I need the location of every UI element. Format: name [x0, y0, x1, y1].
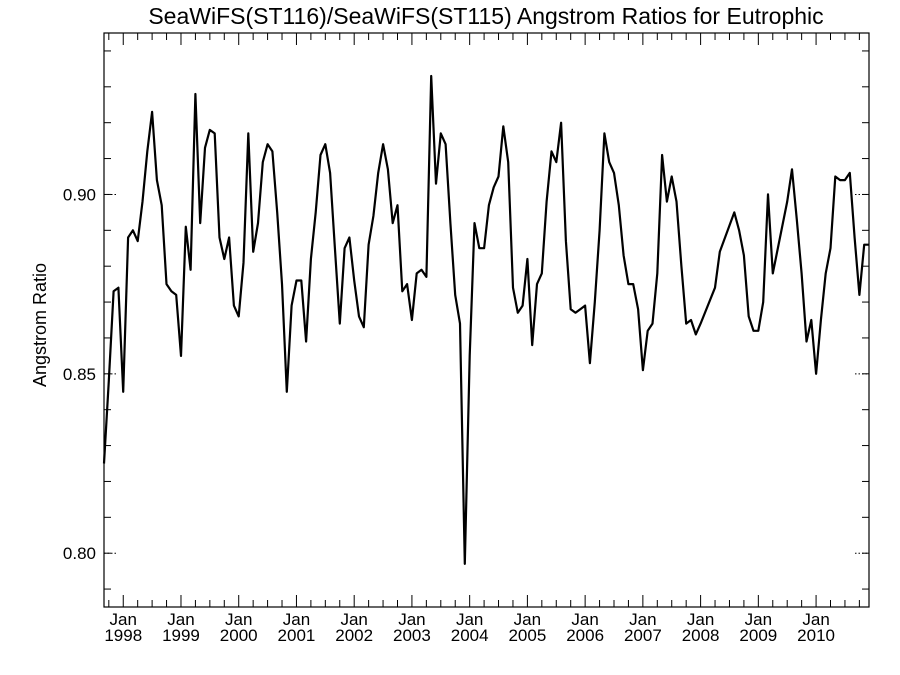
x-tick-label-year: 2010: [797, 626, 835, 645]
x-tick-label-month: Jan: [225, 610, 252, 629]
series-layer: [102, 74, 869, 566]
x-tick-label-month: Jan: [167, 610, 194, 629]
x-tick-label-month: Jan: [456, 610, 483, 629]
y-axis-label: Angstrom Ratio: [30, 263, 50, 387]
x-tick-label-month: Jan: [745, 610, 772, 629]
chart-title: SeaWiFS(ST116)/SeaWiFS(ST115) Angstrom R…: [148, 3, 823, 29]
x-tick-label-year: 2009: [739, 626, 777, 645]
x-tick-label-year: 1998: [104, 626, 142, 645]
x-tick-label-year: 2007: [624, 626, 662, 645]
tick-layer: [104, 33, 869, 607]
plot-frame: [103, 32, 870, 608]
x-tick-label-month: Jan: [629, 610, 656, 629]
x-tick-label-month: Jan: [571, 610, 598, 629]
x-tick-label-month: Jan: [340, 610, 367, 629]
y-tick-label: 0.80: [63, 544, 96, 563]
x-tick-label-year: 2008: [682, 626, 720, 645]
x-tick-label-year: 1999: [162, 626, 200, 645]
x-tick-label-month: Jan: [110, 610, 137, 629]
x-tick-label-year: 2002: [335, 626, 373, 645]
x-tick-label-year: 2006: [566, 626, 604, 645]
series-line: [102, 74, 869, 566]
y-tick-label: 0.85: [63, 365, 96, 384]
x-tick-label-month: Jan: [514, 610, 541, 629]
x-tick-label-month: Jan: [687, 610, 714, 629]
x-tick-label-year: 2005: [508, 626, 546, 645]
x-tick-label-year: 2004: [451, 626, 489, 645]
grid-layer: [104, 193, 869, 554]
x-tick-label-month: Jan: [283, 610, 310, 629]
x-tick-label-year: 2001: [278, 626, 316, 645]
y-tick-label: 0.90: [63, 185, 96, 204]
tick-label-layer: 0.800.850.90Jan1998Jan1999Jan2000Jan2001…: [63, 185, 835, 645]
x-tick-label-year: 2003: [393, 626, 431, 645]
x-tick-label-year: 2000: [220, 626, 258, 645]
x-tick-label-month: Jan: [398, 610, 425, 629]
x-tick-label-month: Jan: [802, 610, 829, 629]
